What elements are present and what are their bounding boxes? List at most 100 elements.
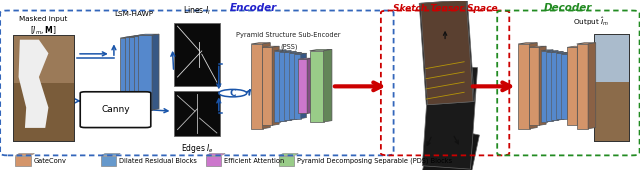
Text: Pyramid Decomposing Separable (PDS) Blocks: Pyramid Decomposing Separable (PDS) Bloc… bbox=[297, 158, 452, 164]
Polygon shape bbox=[420, 0, 473, 105]
Polygon shape bbox=[563, 52, 568, 119]
Polygon shape bbox=[594, 34, 628, 141]
Polygon shape bbox=[518, 44, 530, 129]
Polygon shape bbox=[594, 34, 628, 82]
Polygon shape bbox=[252, 44, 262, 129]
Polygon shape bbox=[530, 43, 537, 129]
Polygon shape bbox=[588, 43, 596, 129]
Polygon shape bbox=[567, 47, 577, 125]
Polygon shape bbox=[148, 35, 155, 111]
Polygon shape bbox=[274, 51, 280, 122]
Polygon shape bbox=[301, 53, 307, 119]
Polygon shape bbox=[296, 52, 301, 119]
Text: Decoder: Decoder bbox=[544, 3, 593, 13]
Polygon shape bbox=[262, 46, 279, 47]
Polygon shape bbox=[552, 51, 558, 121]
Polygon shape bbox=[285, 51, 291, 121]
Polygon shape bbox=[262, 43, 270, 129]
Text: Masked input: Masked input bbox=[19, 16, 68, 22]
Text: Edges $I_e$: Edges $I_e$ bbox=[180, 142, 214, 155]
Polygon shape bbox=[561, 53, 573, 54]
Polygon shape bbox=[15, 154, 35, 156]
Polygon shape bbox=[152, 34, 159, 110]
Polygon shape bbox=[125, 37, 139, 112]
Text: LSM-HAWP: LSM-HAWP bbox=[114, 11, 153, 17]
Polygon shape bbox=[13, 35, 74, 83]
Polygon shape bbox=[289, 53, 296, 119]
Polygon shape bbox=[567, 46, 584, 47]
Polygon shape bbox=[547, 50, 553, 122]
Polygon shape bbox=[411, 125, 479, 171]
Polygon shape bbox=[546, 51, 558, 52]
Polygon shape bbox=[274, 50, 286, 51]
Polygon shape bbox=[294, 54, 301, 119]
Polygon shape bbox=[279, 51, 291, 52]
Polygon shape bbox=[518, 43, 537, 44]
Polygon shape bbox=[143, 36, 150, 111]
Text: C: C bbox=[230, 89, 236, 98]
Polygon shape bbox=[138, 34, 159, 35]
Polygon shape bbox=[13, 35, 74, 141]
Polygon shape bbox=[568, 53, 573, 119]
Polygon shape bbox=[252, 43, 270, 44]
Polygon shape bbox=[551, 51, 563, 52]
Polygon shape bbox=[279, 52, 285, 121]
Polygon shape bbox=[120, 38, 134, 113]
Polygon shape bbox=[174, 91, 220, 136]
Text: Efficient Attention: Efficient Attention bbox=[224, 158, 284, 164]
Text: Sketch Tensor Space: Sketch Tensor Space bbox=[393, 4, 497, 13]
Text: Pyramid Structure Sub-Encoder: Pyramid Structure Sub-Encoder bbox=[236, 32, 341, 38]
Polygon shape bbox=[557, 51, 563, 120]
Polygon shape bbox=[422, 64, 477, 169]
Polygon shape bbox=[134, 36, 148, 111]
Polygon shape bbox=[577, 44, 588, 129]
Polygon shape bbox=[129, 36, 150, 37]
Polygon shape bbox=[174, 23, 220, 86]
Text: Encoder: Encoder bbox=[230, 3, 277, 13]
Polygon shape bbox=[556, 52, 568, 53]
Polygon shape bbox=[561, 54, 568, 119]
Polygon shape bbox=[529, 46, 546, 47]
Polygon shape bbox=[541, 50, 553, 51]
Polygon shape bbox=[279, 154, 298, 156]
FancyBboxPatch shape bbox=[279, 156, 294, 166]
Polygon shape bbox=[324, 49, 332, 122]
Text: Dilated Residual Blocks: Dilated Residual Blocks bbox=[119, 158, 197, 164]
Text: Canny: Canny bbox=[101, 105, 130, 114]
Polygon shape bbox=[419, 0, 474, 105]
Polygon shape bbox=[125, 36, 146, 37]
Polygon shape bbox=[272, 46, 279, 125]
Text: Output $\hat{I}_m$: Output $\hat{I}_m$ bbox=[573, 16, 609, 28]
Polygon shape bbox=[129, 37, 143, 111]
Polygon shape bbox=[284, 51, 296, 52]
Polygon shape bbox=[206, 154, 225, 156]
Text: $[I_m, \mathbf{M}]$: $[I_m, \mathbf{M}]$ bbox=[31, 25, 57, 37]
Text: GateConv: GateConv bbox=[33, 158, 66, 164]
Polygon shape bbox=[291, 51, 296, 120]
Polygon shape bbox=[307, 58, 314, 114]
Polygon shape bbox=[294, 53, 307, 54]
Polygon shape bbox=[138, 35, 152, 110]
Polygon shape bbox=[280, 50, 286, 122]
Polygon shape bbox=[19, 40, 49, 128]
Polygon shape bbox=[539, 46, 546, 125]
Polygon shape bbox=[289, 52, 301, 53]
FancyBboxPatch shape bbox=[101, 156, 116, 166]
Polygon shape bbox=[577, 43, 596, 44]
Polygon shape bbox=[577, 46, 584, 125]
Polygon shape bbox=[551, 52, 557, 120]
Polygon shape bbox=[529, 47, 539, 125]
FancyBboxPatch shape bbox=[80, 92, 151, 128]
Polygon shape bbox=[284, 52, 291, 120]
Polygon shape bbox=[139, 36, 146, 112]
Polygon shape bbox=[134, 37, 141, 113]
Polygon shape bbox=[546, 52, 552, 121]
Polygon shape bbox=[120, 37, 141, 38]
Polygon shape bbox=[310, 51, 324, 122]
FancyBboxPatch shape bbox=[206, 156, 221, 166]
Polygon shape bbox=[262, 47, 272, 125]
Text: Lines $I_l$: Lines $I_l$ bbox=[183, 5, 211, 17]
Text: (PSS): (PSS) bbox=[280, 43, 298, 50]
Polygon shape bbox=[298, 59, 307, 114]
Polygon shape bbox=[310, 49, 332, 51]
